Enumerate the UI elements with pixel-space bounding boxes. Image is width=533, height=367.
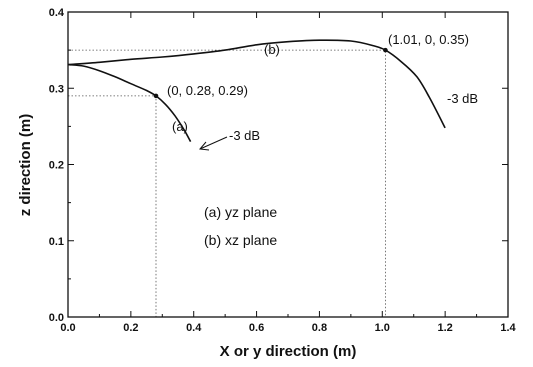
y-axis: 0.0 0.1 0.2 0.3 0.4 bbox=[49, 7, 508, 324]
curves bbox=[67, 39, 446, 143]
markers bbox=[153, 47, 388, 99]
marker-label-b: (1.01, 0, 0.35) bbox=[388, 32, 469, 47]
x-tick-label: 0.0 bbox=[60, 322, 75, 334]
x-axis: 0.0 0.2 0.4 0.6 0.8 1.0 1.2 1.4 bbox=[60, 12, 517, 334]
marker-point bbox=[153, 93, 159, 99]
curve-label-a: (a) bbox=[172, 119, 188, 134]
series-line-a bbox=[67, 63, 192, 143]
x-tick-label: 0.8 bbox=[312, 322, 327, 334]
series-line-b bbox=[67, 39, 446, 129]
legend-b: (b) xz plane bbox=[204, 232, 277, 248]
x-tick-label: 0.2 bbox=[123, 322, 138, 334]
plot-frame bbox=[67, 11, 509, 318]
guide-line bbox=[68, 95, 157, 317]
guide-line bbox=[68, 49, 386, 317]
curve-label-b: (b) bbox=[264, 42, 280, 57]
y-tick-label: 0.0 bbox=[49, 312, 64, 324]
db-label-a: -3 dB bbox=[229, 128, 260, 143]
y-tick-label: 0.4 bbox=[49, 7, 65, 19]
db-label-b: -3 dB bbox=[447, 91, 478, 106]
y-axis-title: z direction (m) bbox=[17, 114, 34, 217]
y-tick-label: 0.3 bbox=[49, 83, 64, 95]
x-tick-label: 1.0 bbox=[375, 322, 390, 334]
x-tick-label: 0.4 bbox=[186, 322, 202, 334]
x-tick-label: 0.6 bbox=[249, 322, 264, 334]
db-arrow-a bbox=[199, 136, 228, 151]
y-tick-label: 0.1 bbox=[49, 236, 64, 248]
legend-a: (a) yz plane bbox=[204, 204, 277, 220]
marker-label-a: (0, 0.28, 0.29) bbox=[167, 83, 248, 98]
x-tick-label: 1.4 bbox=[500, 322, 516, 334]
x-tick-label: 1.2 bbox=[437, 322, 452, 334]
x-axis-title: X or y direction (m) bbox=[220, 343, 357, 360]
marker-point bbox=[383, 47, 388, 53]
y-tick-label: 0.2 bbox=[49, 160, 64, 172]
